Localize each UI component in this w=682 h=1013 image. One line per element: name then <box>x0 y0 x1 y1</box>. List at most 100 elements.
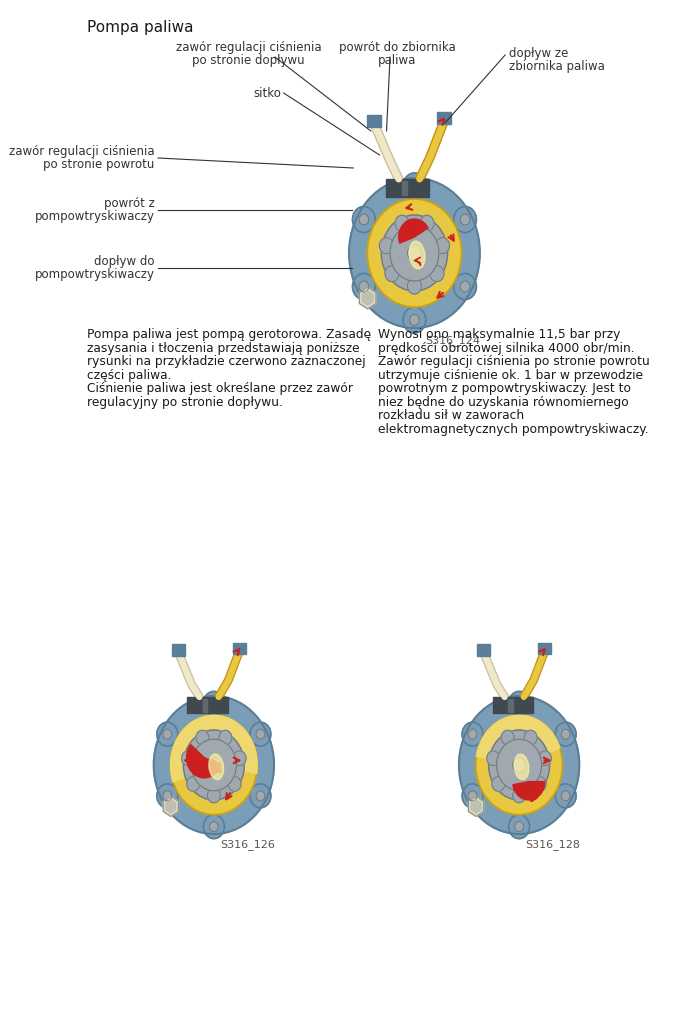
Circle shape <box>487 751 500 766</box>
Circle shape <box>460 281 470 292</box>
Circle shape <box>385 265 399 282</box>
Text: po stronie powrotu: po stronie powrotu <box>43 157 155 170</box>
Wedge shape <box>201 760 221 772</box>
Circle shape <box>203 814 224 839</box>
Ellipse shape <box>409 241 425 268</box>
Ellipse shape <box>514 754 529 780</box>
Circle shape <box>390 225 439 281</box>
Text: Ciśnienie paliwa jest określane przez zawór: Ciśnienie paliwa jest określane przez za… <box>87 382 353 395</box>
Circle shape <box>153 696 274 834</box>
Polygon shape <box>166 800 176 812</box>
FancyBboxPatch shape <box>188 697 228 713</box>
Text: prędkości obrotowej silnika 4000 obr/min.: prędkości obrotowej silnika 4000 obr/min… <box>378 341 634 355</box>
Circle shape <box>501 730 514 745</box>
Circle shape <box>462 784 483 807</box>
Circle shape <box>454 274 477 300</box>
Circle shape <box>233 751 246 766</box>
Circle shape <box>410 180 419 191</box>
Text: zawór regulacji ciśnienia: zawór regulacji ciśnienia <box>9 145 155 157</box>
Circle shape <box>533 777 546 791</box>
Text: pompowtryskiwaczy: pompowtryskiwaczy <box>35 210 155 223</box>
Circle shape <box>555 784 576 807</box>
Circle shape <box>256 791 265 801</box>
Circle shape <box>353 274 375 300</box>
Text: Zawór regulacji ciśnienia po stronie powrotu: Zawór regulacji ciśnienia po stronie pow… <box>378 355 649 368</box>
Circle shape <box>192 739 237 791</box>
Text: S316_124: S316_124 <box>425 335 480 345</box>
FancyBboxPatch shape <box>402 181 407 194</box>
FancyBboxPatch shape <box>203 699 207 712</box>
Circle shape <box>381 215 447 291</box>
Text: zbiornika paliwa: zbiornika paliwa <box>509 60 604 73</box>
Circle shape <box>407 245 421 261</box>
Circle shape <box>181 751 194 766</box>
FancyBboxPatch shape <box>508 699 513 712</box>
Circle shape <box>228 777 241 791</box>
Text: powrotnym z pompowtryskiwaczy. Jest to: powrotnym z pompowtryskiwaczy. Jest to <box>378 382 631 395</box>
Circle shape <box>454 207 477 233</box>
Text: Pompa paliwa jest pompą gerotorowa. Zasadę: Pompa paliwa jest pompą gerotorowa. Zasa… <box>87 328 372 341</box>
Circle shape <box>250 722 271 747</box>
Circle shape <box>410 314 419 325</box>
Circle shape <box>209 698 218 708</box>
Text: Wynosi ono maksymalnie 11,5 bar przy: Wynosi ono maksymalnie 11,5 bar przy <box>378 328 620 341</box>
Text: powrót z: powrót z <box>104 197 155 210</box>
FancyBboxPatch shape <box>233 642 246 653</box>
Circle shape <box>219 730 232 745</box>
Circle shape <box>183 730 244 800</box>
Circle shape <box>157 722 178 747</box>
Text: po stronie dopływu: po stronie dopływu <box>192 54 305 67</box>
Circle shape <box>353 207 375 233</box>
Circle shape <box>403 173 426 199</box>
FancyBboxPatch shape <box>538 642 551 653</box>
Text: rozkładu sił w zaworach: rozkładu sił w zaworach <box>378 409 524 422</box>
FancyBboxPatch shape <box>385 179 429 197</box>
Circle shape <box>187 777 200 791</box>
Text: sitko: sitko <box>253 86 281 99</box>
Circle shape <box>492 777 505 791</box>
Wedge shape <box>513 782 545 800</box>
Ellipse shape <box>209 754 224 780</box>
Circle shape <box>561 791 570 801</box>
Text: dopływ ze: dopływ ze <box>509 47 568 60</box>
Polygon shape <box>359 287 376 309</box>
Circle shape <box>462 722 483 747</box>
Circle shape <box>524 730 537 745</box>
Circle shape <box>509 814 529 839</box>
Text: pompowtryskiwaczy: pompowtryskiwaczy <box>35 267 155 281</box>
FancyBboxPatch shape <box>172 644 185 655</box>
Text: dopływ do: dopływ do <box>94 254 155 267</box>
Circle shape <box>349 178 480 328</box>
Text: elektromagnetycznych pompowtryskiwaczy.: elektromagnetycznych pompowtryskiwaczy. <box>378 422 649 436</box>
Text: części paliwa.: części paliwa. <box>87 369 172 382</box>
Circle shape <box>561 729 570 739</box>
Circle shape <box>207 788 220 802</box>
Circle shape <box>157 784 178 807</box>
Wedge shape <box>399 219 428 243</box>
Polygon shape <box>170 715 257 782</box>
Circle shape <box>196 730 209 745</box>
Circle shape <box>555 722 576 747</box>
Circle shape <box>395 216 409 231</box>
Text: utrzymuje ciśnienie ok. 1 bar w przewodzie: utrzymuje ciśnienie ok. 1 bar w przewodz… <box>378 369 643 382</box>
Circle shape <box>513 788 526 802</box>
Text: niez będne do uzyskania równomiernego: niez będne do uzyskania równomiernego <box>378 395 629 408</box>
Circle shape <box>163 729 172 739</box>
Polygon shape <box>362 291 373 305</box>
Circle shape <box>256 729 265 739</box>
Circle shape <box>170 715 257 814</box>
Circle shape <box>476 715 563 814</box>
Text: rysunki na przykładzie czerwono zaznaczonej: rysunki na przykładzie czerwono zaznaczo… <box>87 355 366 368</box>
Circle shape <box>468 791 477 801</box>
Circle shape <box>203 692 224 715</box>
Circle shape <box>515 698 524 708</box>
Circle shape <box>488 730 550 800</box>
Circle shape <box>368 199 462 307</box>
Circle shape <box>468 729 477 739</box>
Text: S316_126: S316_126 <box>220 839 275 850</box>
Polygon shape <box>163 796 179 816</box>
Circle shape <box>539 751 551 766</box>
Text: zawór regulacji ciśnienia: zawór regulacji ciśnienia <box>176 41 321 54</box>
Text: zasysania i tłoczenia przedstawiają poniższe: zasysania i tłoczenia przedstawiają poni… <box>87 341 360 355</box>
FancyBboxPatch shape <box>437 112 451 124</box>
